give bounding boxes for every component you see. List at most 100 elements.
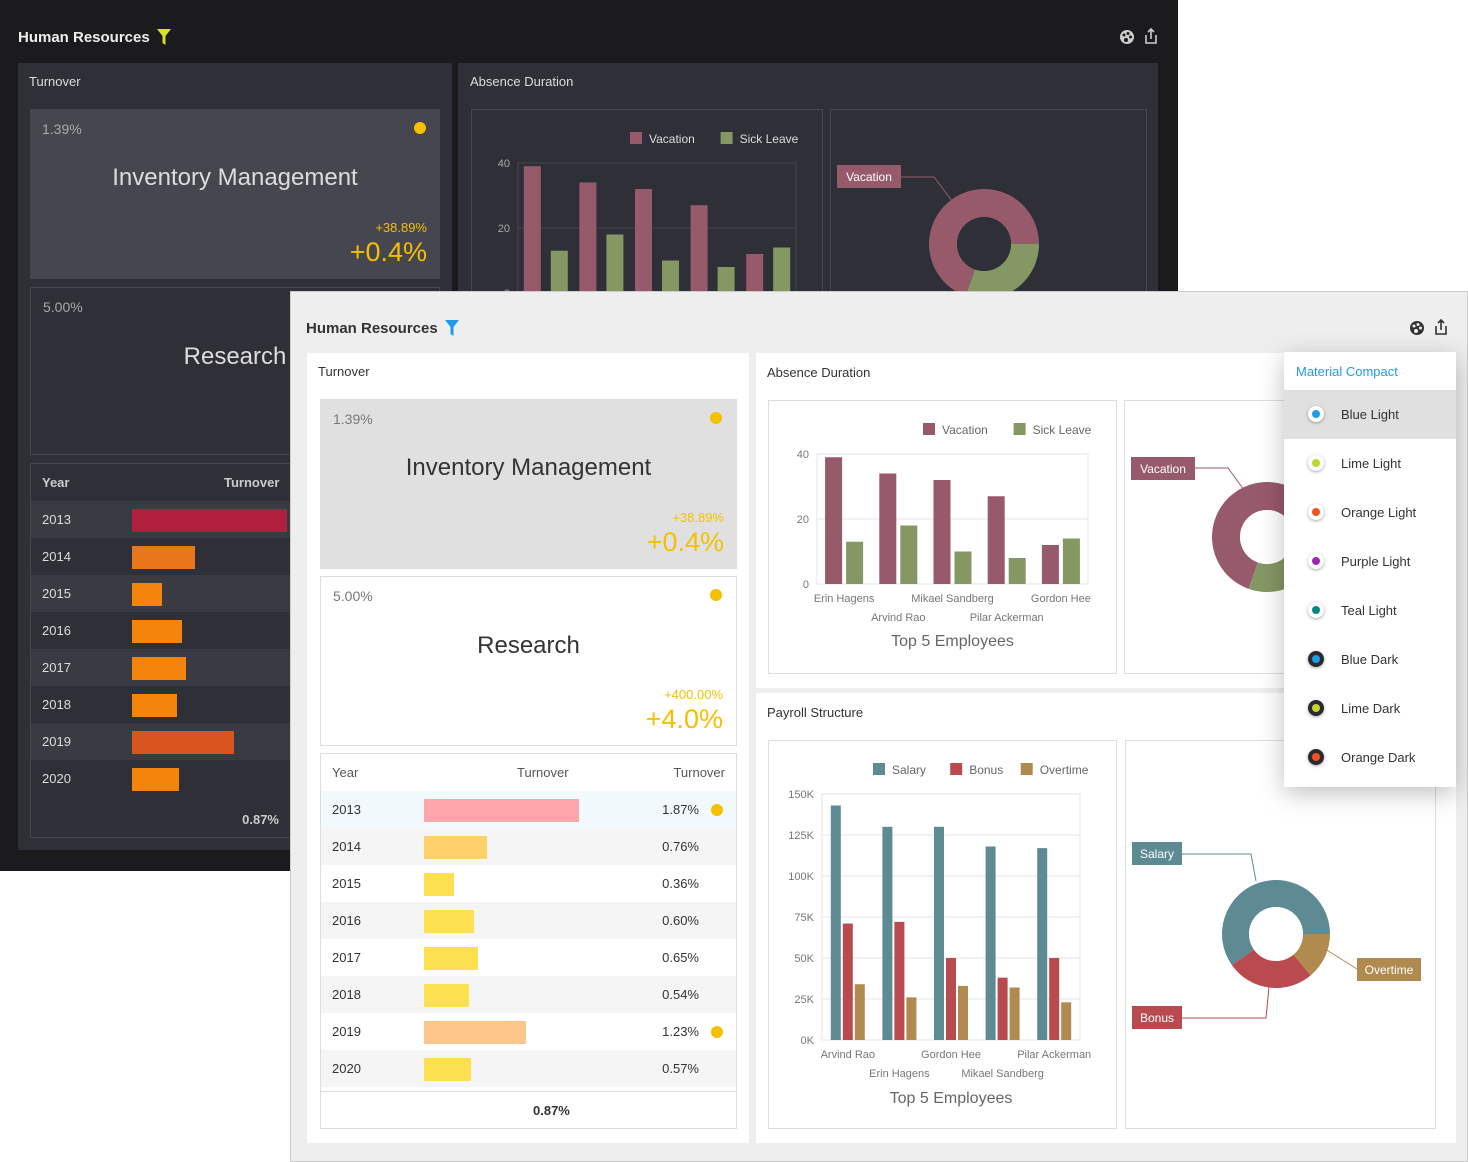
turnover-table: Year Turnover Turnover 0.87% 2013 1.87% 20… [320, 753, 737, 1129]
theme-option[interactable]: Lime Light [1284, 439, 1456, 488]
palette-icon[interactable] [1119, 29, 1135, 45]
x-tick-label: Gordon Hee [1031, 593, 1091, 605]
export-icon[interactable] [1143, 28, 1159, 45]
turnover-value: 1.23% [662, 1024, 699, 1039]
y-tick-label: 20 [797, 514, 809, 526]
theme-option-label: Lime Dark [1341, 701, 1401, 716]
card-target: 5.00% [333, 588, 373, 604]
table-row[interactable]: 2018 0.54% [321, 976, 736, 1013]
turnover-bar [132, 657, 186, 680]
header-year[interactable]: Year [42, 475, 70, 490]
filter-icon[interactable] [156, 28, 172, 46]
table-row[interactable]: 2013 1.87% [321, 791, 736, 828]
header-turnover[interactable]: Turnover [224, 475, 280, 490]
y-tick-label: 0K [801, 1035, 815, 1047]
bar [690, 205, 708, 293]
palette-icon[interactable] [1409, 320, 1425, 336]
table-header: Year Turnover [31, 464, 439, 501]
panel-title: Turnover [318, 364, 370, 379]
bar [1061, 1002, 1072, 1040]
card-inventory[interactable]: 1.39% Inventory Management +38.89% +0.4% [320, 399, 737, 569]
table-row[interactable]: 2015 0.36% [321, 865, 736, 902]
year-cell: 2017 [42, 660, 71, 675]
leader-line [1321, 946, 1358, 970]
year-cell: 2018 [42, 697, 71, 712]
pie-label-box [1357, 958, 1421, 981]
leader-line [1182, 853, 1257, 882]
turnover-bar [132, 509, 288, 532]
turnover-bar [132, 620, 182, 643]
header-turnover-value[interactable]: Turnover [673, 765, 725, 780]
panel-title: Absence Duration [767, 365, 871, 380]
export-icon[interactable] [1433, 319, 1449, 336]
card-name: Research [183, 343, 287, 370]
turnover-value: 0.54% [662, 987, 699, 1002]
bar [934, 826, 944, 1040]
bar [825, 457, 843, 584]
card-inventory[interactable]: 1.39% Inventory Management +38.89% +0.4% [30, 109, 440, 279]
turnover-bar [424, 1058, 472, 1081]
legend-label: Vacation [942, 423, 988, 437]
theme-option[interactable]: Blue Dark [1284, 635, 1456, 684]
bar [606, 234, 624, 293]
theme-color-swatch [1312, 655, 1320, 663]
card-name: Inventory Management [112, 164, 358, 191]
table-row[interactable]: 2017 0.65% [321, 939, 736, 976]
theme-option[interactable]: Blue Light [1284, 390, 1456, 439]
filter-icon[interactable] [444, 319, 460, 337]
theme-option[interactable]: Teal Light [1284, 586, 1456, 635]
legend-swatch [720, 132, 733, 144]
bar [662, 260, 679, 293]
legend-label: Sick Leave [1033, 423, 1092, 437]
header-turnover-bar[interactable]: Turnover [517, 765, 569, 780]
table-row[interactable]: 2016 0.60% [321, 902, 736, 939]
dashboard-header: Human Resources [306, 319, 460, 337]
y-tick-label: 75K [794, 912, 814, 924]
legend-swatch [1020, 763, 1033, 775]
turnover-value: 0.76% [662, 839, 699, 854]
theme-option[interactable]: Lime Dark [1284, 684, 1456, 733]
card-target: 5.00% [43, 299, 83, 315]
y-tick-label: 40 [498, 158, 510, 170]
theme-option[interactable]: Orange Light [1284, 488, 1456, 537]
bar [1041, 545, 1059, 584]
turnover-bar [132, 731, 235, 754]
card-delta-pct: +400.00% [664, 687, 723, 702]
bar [1009, 987, 1020, 1040]
y-tick-label: 125K [788, 830, 814, 842]
turnover-bar [424, 1021, 527, 1044]
theme-color-swatch [1312, 557, 1320, 565]
y-tick-label: 0 [803, 579, 809, 591]
indicator-dot [710, 589, 722, 601]
card-delta-pct: +38.89% [375, 220, 427, 235]
theme-option-label: Lime Light [1341, 456, 1401, 471]
turnover-bar [424, 947, 478, 970]
turnover-bar [424, 910, 474, 933]
turnover-bar [424, 984, 469, 1007]
turnover-bar [424, 836, 488, 859]
pie-hole [957, 217, 1011, 271]
card-research[interactable]: 5.00% Research +400.00% +4.0% [320, 576, 737, 746]
table-row[interactable]: 2019 1.23% [321, 1013, 736, 1050]
pie-label: Vacation [1140, 462, 1186, 476]
table-row[interactable]: 2020 0.57% [321, 1050, 736, 1087]
light-dashboard: Human Resources Turnover 1.39% Inventory… [290, 291, 1468, 1162]
bar [987, 496, 1005, 584]
indicator-dot [711, 1026, 723, 1038]
pie-slice [1293, 934, 1330, 976]
year-cell: 2013 [332, 802, 361, 817]
table-row[interactable]: 2014 0.76% [321, 828, 736, 865]
table-total: 0.87% [533, 1103, 570, 1118]
x-tick-label: Erin Hagens [814, 593, 875, 605]
bar [985, 846, 996, 1040]
header-year[interactable]: Year [332, 765, 359, 780]
theme-option[interactable]: Purple Light [1284, 537, 1456, 586]
card-target: 1.39% [42, 121, 82, 137]
theme-color-icon [1308, 504, 1324, 520]
year-cell: 2015 [332, 876, 361, 891]
bar [906, 997, 917, 1040]
turnover-value: 0.57% [662, 1061, 699, 1076]
theme-option[interactable]: Orange Dark [1284, 733, 1456, 782]
bar [1062, 538, 1080, 584]
pie-label-box [1132, 842, 1182, 865]
